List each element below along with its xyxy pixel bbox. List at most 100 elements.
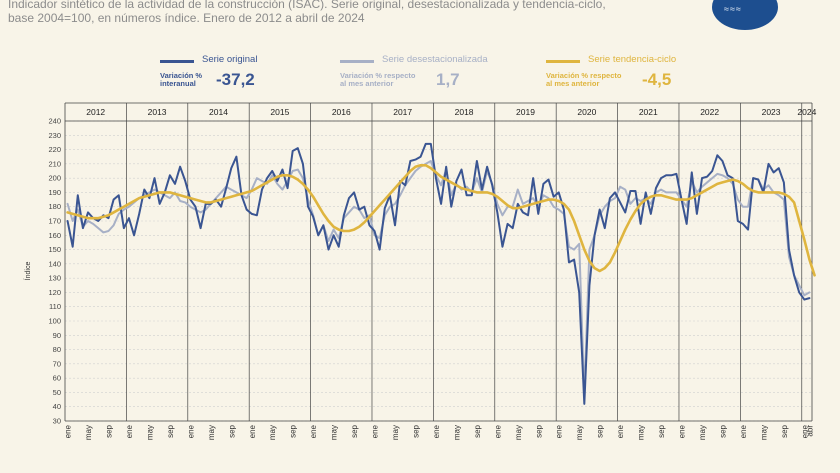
y-tick-label: 210 — [48, 159, 61, 168]
y-tick-label: 140 — [48, 259, 61, 268]
y-tick-label: 60 — [53, 374, 61, 383]
x-tick-label: sep — [350, 424, 359, 437]
chart-description-line-2: base 2004=100, en números índice. Enero … — [8, 11, 365, 25]
year-label-2013: 2013 — [148, 107, 167, 117]
legend-name-original: Serie original — [202, 54, 258, 65]
legend-varlabel-tend-2: al mes anterior — [546, 79, 600, 88]
x-tick-label: may — [268, 425, 277, 440]
x-tick-label: may — [452, 425, 461, 440]
y-tick-label: 80 — [53, 345, 61, 354]
year-label-2012: 2012 — [86, 107, 105, 117]
y-axis-label: Índice — [23, 262, 32, 281]
x-tick-label: ene — [555, 424, 564, 438]
x-tick-label: may — [637, 425, 646, 440]
year-label-2018: 2018 — [455, 107, 474, 117]
legend-varlabel-original: Variación % interanual — [160, 72, 235, 88]
year-label-2022: 2022 — [700, 107, 719, 117]
x-tick-label: may — [391, 425, 400, 440]
legend-varlabel-original-1: Variación % — [160, 71, 203, 80]
y-tick-label: 130 — [48, 274, 61, 283]
legend-value-desestacionalizada: 1,7 — [436, 70, 460, 89]
series-line-1 — [66, 160, 811, 397]
y-tick-label: 170 — [48, 217, 61, 226]
legend-varlabel-tendencia: Variación % respecto al mes anterior — [546, 72, 636, 88]
x-tick-label: ene — [678, 424, 687, 438]
x-tick-label: abr — [805, 425, 814, 437]
x-tick-label: ene — [800, 424, 809, 438]
x-tick-label: ene — [616, 424, 625, 438]
x-tick-label: ene — [125, 424, 134, 438]
y-tick-label: 240 — [48, 117, 61, 126]
y-tick-label: 180 — [48, 202, 61, 211]
y-tick-label: 70 — [53, 359, 61, 368]
legend-value-original: -37,2 — [216, 70, 255, 89]
legend-name-tendencia: Serie tendencia-ciclo — [588, 54, 677, 65]
x-tick-label: ene — [248, 424, 257, 438]
x-tick-label: ene — [739, 424, 748, 438]
x-tick-label: sep — [596, 424, 605, 437]
year-label-2024: 2024 — [797, 107, 816, 117]
y-tick-label: 40 — [53, 402, 61, 411]
legend-swatch-desestacionalizada — [340, 60, 374, 63]
chart-description-line-1: Indicador sintético de la actividad de l… — [8, 0, 606, 11]
legend-name-desestacionalizada: Serie desestacionalizada — [382, 54, 488, 65]
year-label-2017: 2017 — [393, 107, 412, 117]
x-tick-label: may — [145, 425, 154, 440]
x-tick-label: ene — [186, 424, 195, 438]
y-tick-label: 90 — [53, 331, 61, 340]
x-tick-label: sep — [473, 424, 482, 437]
year-label-2023: 2023 — [762, 107, 781, 117]
x-tick-label: sep — [104, 424, 113, 437]
y-tick-label: 110 — [49, 302, 61, 311]
series-line-2 — [66, 163, 816, 277]
legend-swatch-original — [160, 60, 194, 63]
x-tick-label: sep — [411, 424, 420, 437]
x-tick-label: ene — [371, 424, 380, 438]
x-tick-label: sep — [227, 424, 236, 437]
legend-swatch-tendencia — [546, 60, 580, 63]
x-tick-label: ene — [309, 424, 318, 438]
x-tick-label: may — [330, 425, 339, 440]
legend-tendencia: Serie tendencia-ciclo Variación % respec… — [546, 54, 716, 94]
x-tick-label: may — [207, 425, 216, 440]
series-line-0 — [66, 142, 811, 405]
y-tick-label: 100 — [48, 317, 61, 326]
x-tick-label: sep — [780, 424, 789, 437]
year-label-2014: 2014 — [209, 107, 228, 117]
year-label-2019: 2019 — [516, 107, 535, 117]
chart-header: Indicador sintético de la actividad de l… — [8, 0, 708, 25]
x-tick-label: sep — [166, 424, 175, 437]
x-tick-label: may — [514, 425, 523, 440]
year-label-2015: 2015 — [270, 107, 289, 117]
x-tick-label: may — [698, 425, 707, 440]
legend-varlabel-tend-1: Variación % respecto — [546, 71, 622, 80]
y-tick-label: 150 — [48, 245, 61, 254]
x-tick-label: sep — [718, 424, 727, 437]
y-tick-label: 30 — [53, 417, 61, 426]
legend-varlabel-desest-1: Variación % respecto — [340, 71, 416, 80]
year-label-2021: 2021 — [639, 107, 658, 117]
x-tick-label: may — [84, 425, 93, 440]
year-label-2016: 2016 — [332, 107, 351, 117]
x-tick-label: ene — [493, 424, 502, 438]
x-tick-label: may — [759, 425, 768, 440]
y-tick-label: 190 — [48, 188, 61, 197]
legend-value-tendencia: -4,5 — [642, 70, 672, 89]
x-tick-label: sep — [657, 424, 666, 437]
legend-original: Serie original Variación % interanual -3… — [160, 54, 330, 94]
y-tick-label: 50 — [53, 388, 61, 397]
x-tick-label: may — [575, 425, 584, 440]
x-tick-label: sep — [534, 424, 543, 437]
legend-varlabel-desestacionalizada: Variación % respecto al mes anterior — [340, 72, 430, 88]
legend-desestacionalizada: Serie desestacionalizada Variación % res… — [340, 54, 510, 94]
y-tick-label: 120 — [48, 288, 61, 297]
year-label-2020: 2020 — [577, 107, 596, 117]
legend-varlabel-original-2: interanual — [160, 79, 196, 88]
x-tick-label: ene — [432, 424, 441, 438]
y-tick-label: 220 — [48, 145, 61, 154]
x-tick-label: ene — [64, 424, 73, 438]
y-tick-label: 230 — [48, 131, 61, 140]
y-tick-label: 160 — [48, 231, 61, 240]
y-tick-label: 200 — [48, 174, 61, 183]
